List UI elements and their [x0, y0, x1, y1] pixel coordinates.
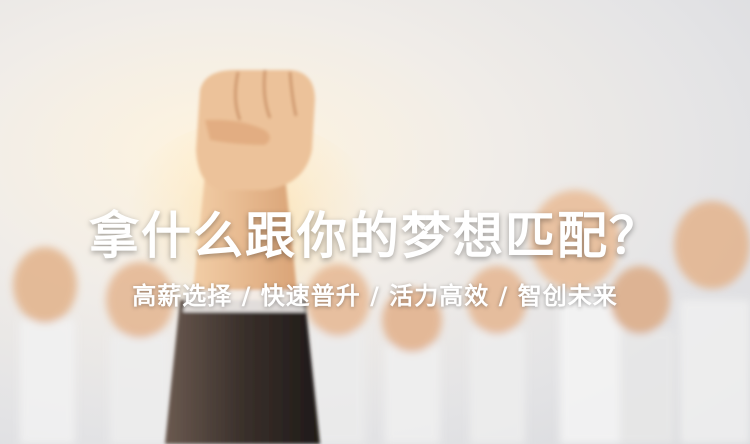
subheadline: 高薪选择 / 快速普升 / 活力高效 / 智创未来 [132, 282, 618, 310]
headline: 拿什么跟你的梦想匹配？ [89, 207, 661, 265]
